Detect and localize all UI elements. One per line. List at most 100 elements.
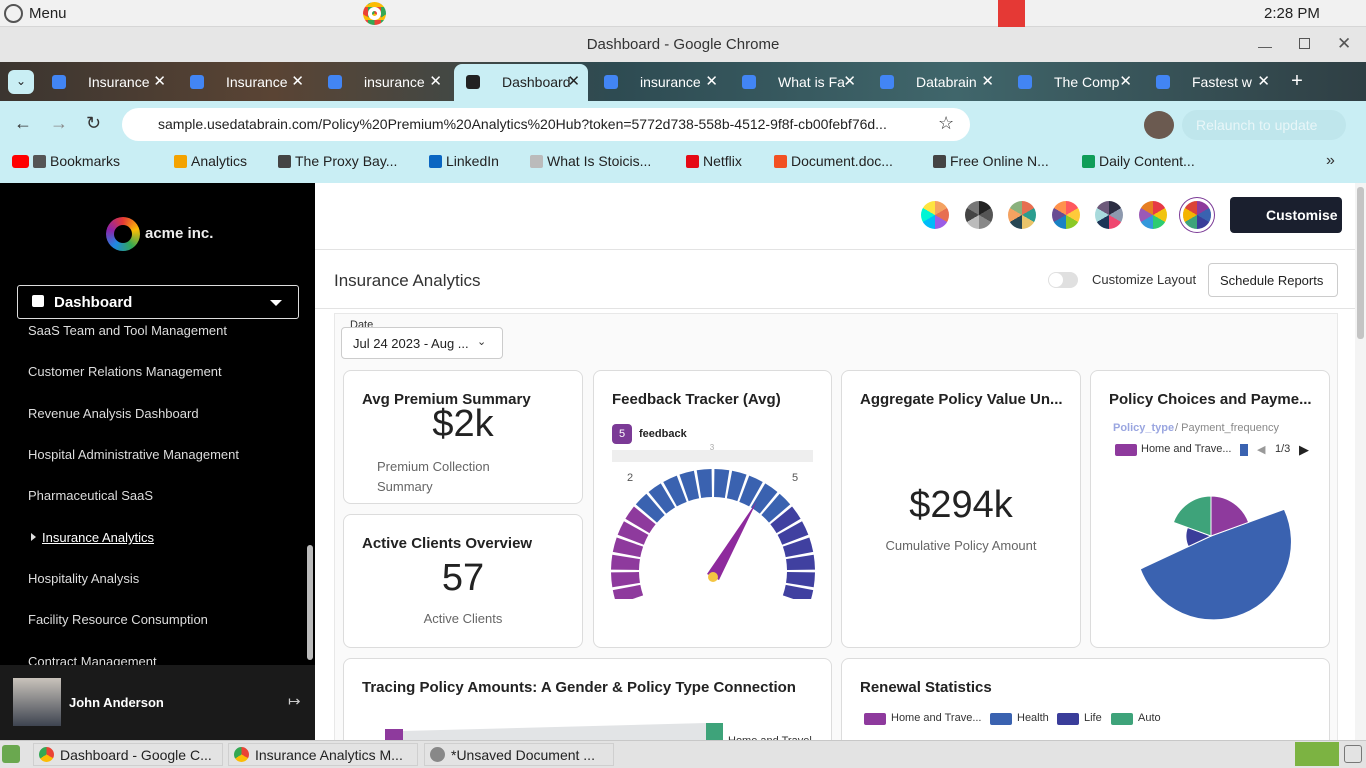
bookmark[interactable]: Netflix (703, 153, 742, 169)
forward[interactable]: → (50, 113, 68, 133)
bookmark-icon[interactable] (278, 155, 291, 168)
tab-search[interactable]: ⌄ (8, 70, 34, 94)
tab-title[interactable]: Insurance (88, 74, 150, 90)
theme-swatch[interactable] (1008, 201, 1036, 229)
chrome-launcher[interactable] (363, 2, 386, 25)
tab-title[interactable]: insurance (364, 74, 425, 90)
back[interactable]: ← (14, 113, 32, 133)
bookmark-icon[interactable] (174, 155, 187, 168)
bookmarks-overflow[interactable]: » (1326, 152, 1335, 169)
bookmark[interactable]: Analytics (191, 153, 248, 169)
sidebar-item[interactable]: Hospital Administrative Management (28, 447, 239, 462)
legend-next[interactable]: ▶ (1299, 442, 1309, 457)
dimension-other[interactable]: / Payment_frequency (1175, 422, 1279, 434)
theme-swatch[interactable] (1183, 201, 1211, 229)
tab[interactable]: Databrain ✕ (868, 68, 1002, 96)
tab-title[interactable]: insurance (640, 74, 701, 90)
dropdown-arrow[interactable] (270, 300, 282, 306)
close-window[interactable]: ✕ (1337, 34, 1352, 53)
taskbar-item[interactable]: *Unsaved Document ... (424, 743, 614, 766)
sidebar-item[interactable]: Facility Resource Consumption (28, 612, 208, 627)
tab-close[interactable]: ✕ (981, 73, 994, 90)
tab[interactable]: Dashboard ✕ (454, 64, 588, 101)
sidebar-item[interactable]: Pharmaceutical SaaS (28, 488, 154, 503)
bookmark-icon[interactable] (933, 155, 946, 168)
dimension-active[interactable]: Policy_type (1113, 422, 1175, 434)
tab-close[interactable]: ✕ (291, 73, 304, 90)
taskbar-label[interactable]: Insurance Analytics M... (255, 747, 403, 763)
sidebar-item[interactable]: SaaS Team and Tool Management (28, 323, 227, 338)
youtube-icon[interactable] (12, 155, 29, 168)
date-arrow[interactable]: ⌄ (477, 336, 487, 348)
bookmark-icon[interactable] (33, 155, 46, 168)
bookmark[interactable]: What Is Stoicis... (547, 153, 652, 169)
maximize[interactable] (1299, 38, 1310, 49)
profile[interactable] (1144, 111, 1174, 139)
url[interactable]: sample.usedatabrain.com/Policy%20Premium… (158, 116, 887, 132)
logout[interactable]: ↦ (288, 693, 301, 710)
bookmark[interactable]: The Proxy Bay... (295, 153, 398, 169)
layout-toggle[interactable] (1048, 272, 1078, 288)
tab-close[interactable]: ✕ (567, 73, 580, 90)
tab-close[interactable]: ✕ (153, 73, 166, 90)
taskbar-label[interactable]: *Unsaved Document ... (451, 747, 595, 763)
tab[interactable]: insurance ✕ (316, 68, 450, 96)
tab-title[interactable]: What is Fa (778, 74, 845, 90)
legend-prev[interactable]: ◀ (1257, 444, 1266, 456)
tab-title[interactable]: The Comp (1054, 74, 1120, 90)
bookmark-icon[interactable] (1082, 155, 1095, 168)
sidebar-item[interactable]: Customer Relations Management (28, 364, 222, 379)
schedule-reports[interactable]: Schedule Reports (1208, 263, 1338, 297)
theme-swatch[interactable] (921, 201, 949, 229)
tab-close[interactable]: ✕ (843, 73, 856, 90)
tab[interactable]: Fastest w ✕ (1144, 68, 1278, 96)
tab-close[interactable]: ✕ (1119, 73, 1132, 90)
tab[interactable]: What is Fa ✕ (730, 68, 864, 96)
bookmark[interactable]: Daily Content... (1099, 153, 1195, 169)
trash[interactable] (1344, 745, 1362, 763)
theme-swatch[interactable] (964, 201, 993, 229)
dashboard-label[interactable]: Dashboard (54, 294, 133, 311)
omnibox[interactable] (122, 108, 970, 141)
taskbar-item[interactable]: Insurance Analytics M... (228, 743, 418, 766)
tab[interactable]: insurance ✕ (592, 68, 726, 96)
theme-swatch[interactable] (1051, 201, 1080, 229)
tab-title[interactable]: Insurance (226, 74, 288, 90)
bookmark-icon[interactable] (530, 155, 543, 168)
new-tab[interactable]: + (1291, 70, 1303, 92)
bookmark[interactable]: Free Online N... (950, 153, 1049, 169)
sidebar-item[interactable]: Revenue Analysis Dashboard (28, 406, 199, 421)
theme-swatch[interactable] (1095, 201, 1123, 229)
bookmark[interactable]: Bookmarks (50, 153, 121, 169)
tab-title[interactable]: Databrain (916, 74, 977, 90)
tab[interactable]: The Comp ✕ (1006, 68, 1140, 96)
menu-label[interactable]: Menu (29, 5, 67, 22)
menu-icon[interactable] (4, 4, 23, 23)
bookmark-icon[interactable] (686, 155, 699, 168)
taskbar-item[interactable]: Dashboard - Google C... (33, 743, 223, 766)
bookmark-icon[interactable] (429, 155, 442, 168)
bookmark[interactable]: LinkedIn (446, 153, 499, 169)
bookmark-star[interactable]: ☆ (938, 113, 955, 133)
taskbar-label[interactable]: Dashboard - Google C... (60, 747, 212, 763)
sidebar-item[interactable]: Insurance Analytics (42, 530, 155, 545)
dashboard-select[interactable]: Dashboard (17, 285, 299, 319)
tab-title[interactable]: Fastest w (1192, 74, 1252, 90)
sidebar-item[interactable]: Hospitality Analysis (28, 571, 140, 586)
tab-close[interactable]: ✕ (429, 73, 442, 90)
theme-swatch[interactable] (1138, 201, 1167, 229)
tab-title[interactable]: Dashboard (502, 74, 571, 90)
date-picker[interactable]: Jul 24 2023 - Aug ... (341, 327, 503, 359)
tray-chrome[interactable] (1295, 742, 1339, 766)
bookmark[interactable]: Document.doc... (791, 153, 893, 169)
tab-close[interactable]: ✕ (705, 73, 718, 90)
start-button[interactable] (2, 745, 20, 763)
tab-close[interactable]: ✕ (1257, 73, 1270, 90)
customise-button[interactable]: Customise (1230, 197, 1342, 233)
reload[interactable]: ↻ (86, 113, 102, 133)
relaunch-button[interactable]: Relaunch to update (1182, 110, 1346, 140)
tab[interactable]: Insurance ✕ (178, 68, 312, 96)
bookmark-icon[interactable] (774, 155, 787, 168)
customize-layout[interactable]: Customize Layout (1092, 272, 1197, 287)
tab[interactable]: Insurance ✕ (40, 68, 174, 96)
